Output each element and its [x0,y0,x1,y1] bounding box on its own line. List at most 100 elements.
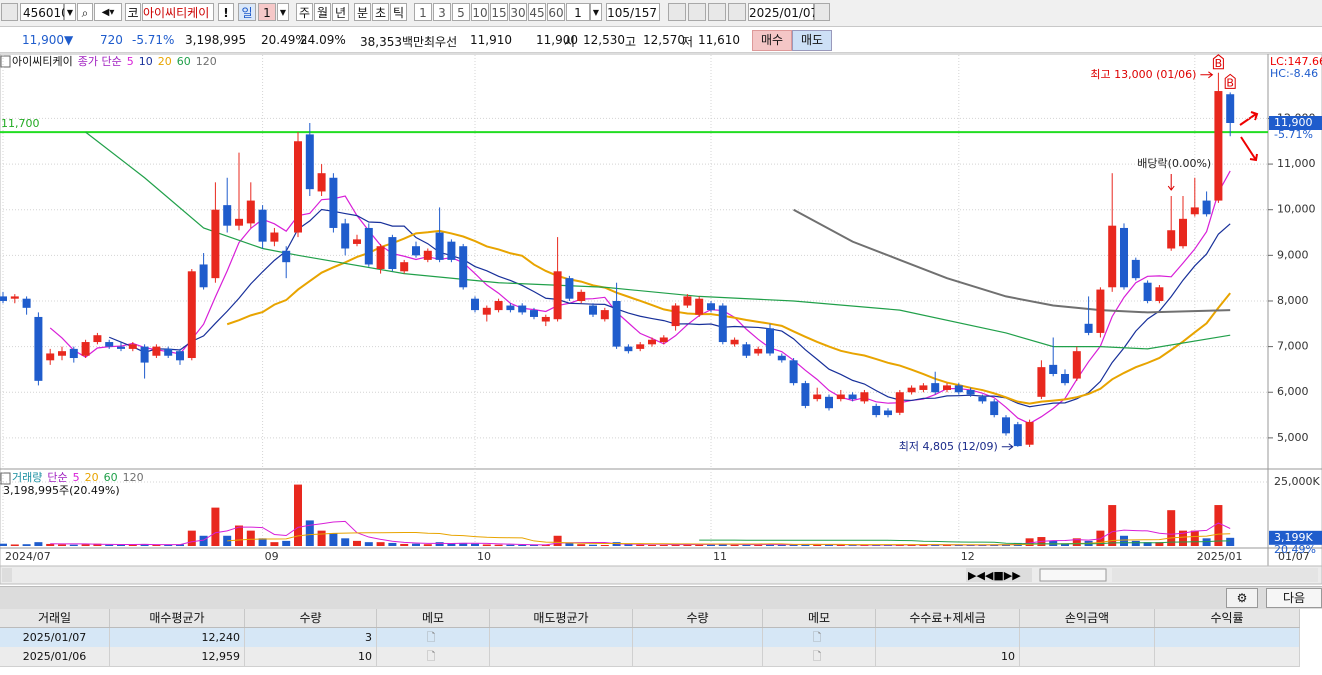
change: 720 [100,33,123,47]
candle-body [0,296,7,301]
volume-bar [34,542,43,546]
save-icon[interactable] [708,3,726,21]
period-option[interactable]: 년 [332,3,349,21]
settings-icon[interactable] [728,3,746,21]
legend-icon [0,472,11,485]
next-button[interactable]: 다음 [1266,588,1322,608]
sound-button[interactable]: ◀▾ [94,3,122,21]
volume-bar [565,542,574,546]
interval-option[interactable]: 10 [471,3,489,21]
interval-option[interactable]: 30 [509,3,527,21]
volume-bar [388,542,397,546]
period-option[interactable]: 월 [314,3,331,21]
x-last-label: 01/07 [1278,550,1310,563]
interval-option[interactable]: 15 [490,3,508,21]
legend-item: 60 [177,55,191,68]
candle-body [494,300,503,311]
interval-option[interactable]: 3 [433,3,451,21]
tool-icon[interactable] [688,3,706,21]
volume-bar [1179,530,1187,546]
x-tick-label: 11 [713,550,727,563]
dropdown[interactable]: ▼ [64,3,76,21]
zoom-slider[interactable] [1039,568,1107,582]
period-number[interactable]: 1 [258,3,276,21]
stock-name[interactable]: 아이씨티케이 [142,3,214,21]
period-option[interactable]: 초 [372,3,389,21]
candle-body [907,387,916,393]
candle-body [541,316,550,322]
dropdown[interactable]: ▼ [590,3,602,21]
code-input[interactable]: 456010 [20,3,69,21]
alert-button[interactable]: ! [218,3,234,21]
interval-input[interactable]: 1 [566,3,590,21]
interval-option[interactable]: 60 [547,3,565,21]
scroll-controls[interactable] [966,568,1032,582]
interval-option[interactable]: 45 [528,3,546,21]
volume-bar [294,484,302,546]
volume-bar [10,544,19,546]
volume-bar [270,542,279,546]
sell-button[interactable]: 매도 [792,30,832,51]
scroll-left[interactable] [2,568,12,582]
candle-body [671,305,680,327]
candle-body [199,264,208,288]
volume-bar [943,544,951,546]
tool-icon[interactable] [668,3,686,21]
candle-body [1143,282,1152,301]
dividend-annotation: 배당락(0.00%) [1137,157,1211,170]
volume-bar [884,544,892,546]
period-option[interactable]: 분 [354,3,371,21]
candle-body [659,337,668,343]
panel-bar: ⚙ 다음 [0,586,1322,609]
volume-bar [482,544,491,546]
interval-option[interactable]: 5 [452,3,470,21]
period-option[interactable]: 주 [296,3,313,21]
table-row[interactable]: 2025/01/07 12,240 3 🗋 🗋 [0,628,1300,648]
volume-bar [813,544,822,546]
candle-body [270,232,279,242]
legend-item: 120 [123,471,144,484]
volume-bar [695,544,704,546]
period-button[interactable]: 일 [238,3,256,21]
volume-bar [766,544,774,546]
volume-bar [931,544,940,546]
volume-bar [317,530,326,546]
chart-tools[interactable] [1112,568,1318,582]
settings-button[interactable]: ⚙ [1226,588,1258,608]
candle-body [766,328,774,354]
buy-button[interactable]: 매수 [752,30,792,51]
legend-item: 종가 단순 [78,55,122,68]
volume-bar [140,543,149,546]
search-button[interactable]: ⌕ [77,3,93,21]
count-input[interactable]: 105/157 [606,3,660,21]
date-input[interactable]: 2025/01/07 [748,3,818,21]
candle-body [518,305,527,313]
calendar-icon[interactable] [814,3,830,21]
candle-body [777,355,786,361]
legend-item: 10 [139,55,153,68]
table-row[interactable]: 2025/01/06 12,959 10 🗋 🗋 10 [0,647,1300,667]
period-option[interactable]: 틱 [390,3,407,21]
candle-body [1155,287,1164,301]
interval-option[interactable]: 1 [414,3,432,21]
candle-body [1072,351,1081,379]
dropdown[interactable]: ▼ [277,3,289,21]
y-tick-label: 25,000K [1274,475,1320,488]
column-header: 수익률 [1155,609,1300,627]
menu-icon[interactable] [1,3,18,21]
table-cell: 12,959 [110,647,245,666]
buy-marker-label: B [1226,76,1234,89]
volume-bar [1155,542,1164,546]
candle-body [895,392,904,413]
volume-bar [1072,538,1081,546]
candle-body [1120,227,1128,288]
annotation-arrow [1001,443,1014,451]
volume-bar [187,530,196,546]
candle-body [329,177,338,228]
candle-body [258,209,267,242]
table-cell [1155,647,1300,666]
market-label[interactable]: 코 [125,3,141,21]
volume-bar [1025,538,1034,546]
candle-body [636,344,645,349]
